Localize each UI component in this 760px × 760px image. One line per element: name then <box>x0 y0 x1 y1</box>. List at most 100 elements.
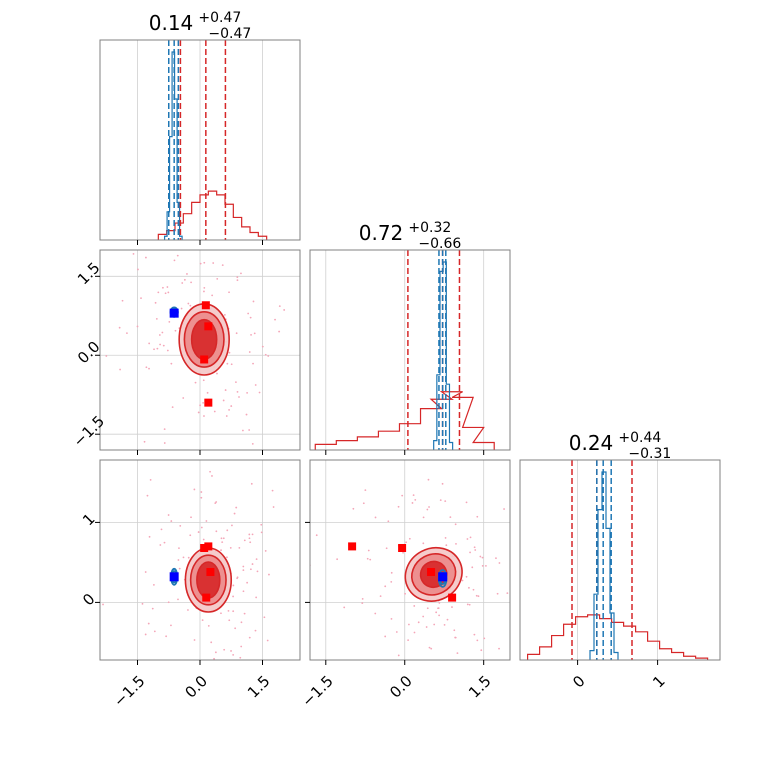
scatter-point <box>230 650 232 652</box>
scatter-point <box>278 305 281 308</box>
scatter-point <box>248 351 251 353</box>
scatter-point <box>229 546 232 549</box>
scatter-point <box>183 278 186 281</box>
scatter-point <box>446 618 449 621</box>
scatter-point <box>105 355 108 357</box>
scatter-point <box>243 612 246 615</box>
scatter-point <box>465 501 468 504</box>
scatter-point <box>408 537 411 540</box>
scatter-point <box>422 516 425 519</box>
panel-2d-p1-p2: −1.5 0.0 1.5 <box>298 459 532 710</box>
scatter-point <box>152 679 154 681</box>
scatter-point <box>404 592 406 595</box>
scatter-point <box>132 252 135 255</box>
scatter-point <box>221 264 224 267</box>
scatter-point <box>238 396 240 398</box>
scatter-point <box>213 410 216 413</box>
scatter-point <box>476 639 479 642</box>
scatter-point <box>506 592 509 595</box>
scatter-point <box>147 622 150 625</box>
scatter-point <box>495 557 497 560</box>
ticks-hist-p1 <box>325 450 485 455</box>
scatter-point <box>102 603 104 606</box>
scatter-point <box>390 581 393 583</box>
scatter-point <box>336 338 338 340</box>
scatter-point <box>264 550 267 552</box>
scatter-point <box>469 551 471 554</box>
scatter-point <box>479 555 482 558</box>
scatter-point <box>165 214 167 216</box>
scatter-point <box>476 515 479 518</box>
scatter-point <box>228 409 230 411</box>
scatter-point <box>221 541 224 544</box>
title-p2-plus: +0.44 <box>618 430 661 446</box>
prior-contours-p0-p1 <box>178 303 230 376</box>
scatter-point <box>199 404 201 407</box>
scatter-point <box>430 647 433 650</box>
y-tick-label: 1.5 <box>74 259 104 289</box>
scatter-point <box>192 451 194 453</box>
ticks-2d-p0-p1: −1.5 0.0 1.5 <box>70 259 263 455</box>
sample-marker <box>206 568 215 576</box>
scatter-point <box>443 623 446 626</box>
scatter-point <box>278 330 281 333</box>
scatter-point <box>203 290 205 293</box>
scatter-point <box>207 625 210 627</box>
prior-contour <box>190 318 218 361</box>
scatter-point <box>227 609 230 612</box>
posterior-histogram-p0 <box>163 51 183 240</box>
x-tick-label: −1.5 <box>298 672 336 710</box>
scatter-point <box>364 489 367 492</box>
sample-marker <box>200 355 209 364</box>
panel-frame <box>309 459 511 661</box>
scatter-point <box>422 542 425 545</box>
scatter-point <box>164 292 167 295</box>
quantile-lines-p1 <box>407 250 461 450</box>
scatter-point <box>231 524 233 527</box>
scatter-point <box>205 664 207 666</box>
sample-marker <box>204 542 213 551</box>
scatter-point <box>251 533 254 536</box>
scatter-point <box>200 496 203 499</box>
scatter-point <box>414 498 417 501</box>
scatter-point <box>427 478 430 481</box>
scatter-point <box>388 665 390 667</box>
sample-marker <box>201 301 210 310</box>
scatter-point <box>153 348 155 351</box>
scatter-point <box>530 593 532 595</box>
scatter-point <box>411 502 414 504</box>
scatter-point <box>254 629 257 632</box>
title-p1: 0.72 +0.32 −0.66 <box>359 217 462 252</box>
posterior-histogram-p2 <box>589 471 619 660</box>
scatter-point <box>136 325 139 328</box>
scatter-point <box>181 282 184 284</box>
scatter-point <box>251 563 254 565</box>
scatter-point <box>223 313 226 316</box>
grid-hist-p2 <box>577 460 658 660</box>
scatter-point <box>252 300 255 303</box>
scatter-point <box>170 624 172 627</box>
panel-2d-p0-p2: −1.5 0.0 1.5 0 1 <box>79 459 301 710</box>
scatter-point <box>397 505 400 508</box>
scatter-point <box>171 406 174 408</box>
scatter-point <box>213 695 215 697</box>
scatter-point <box>201 619 204 622</box>
scatter-point <box>361 602 364 605</box>
scatter-point <box>263 616 266 619</box>
scatter-point <box>145 256 147 259</box>
scatter-point <box>214 651 217 654</box>
scatter-point <box>211 475 213 477</box>
scatter-point <box>521 622 523 624</box>
scatter-point <box>439 499 442 502</box>
grid-2d-p1-p2 <box>310 460 510 660</box>
truth-marker <box>169 572 179 582</box>
prior-histogram-p1 <box>314 391 495 450</box>
scatter-point <box>240 621 243 624</box>
sample-marker <box>204 398 213 407</box>
scatter-point <box>151 607 154 610</box>
scatter-point <box>405 541 408 544</box>
scatter-point <box>119 368 121 371</box>
scatter-point <box>472 588 475 591</box>
scatter-point <box>225 415 228 417</box>
